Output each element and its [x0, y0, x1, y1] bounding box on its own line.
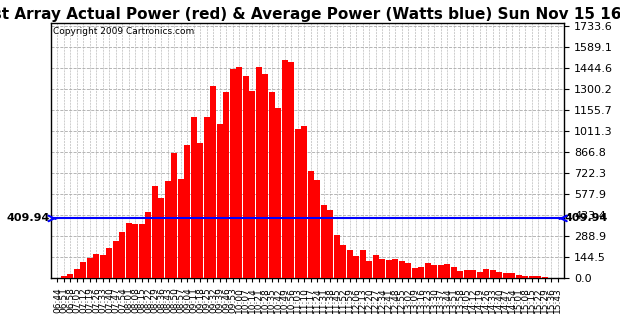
Bar [107, 248, 112, 278]
Bar [159, 198, 164, 278]
Bar [542, 277, 548, 278]
Bar [438, 265, 444, 278]
Bar [392, 259, 399, 278]
Title: West Array Actual Power (red) & Average Power (Watts blue) Sun Nov 15 16:18: West Array Actual Power (red) & Average … [0, 7, 620, 22]
Bar [100, 255, 106, 278]
Bar [230, 69, 236, 278]
Bar [471, 269, 476, 278]
Bar [68, 274, 73, 278]
Bar [301, 125, 308, 278]
Bar [484, 269, 489, 278]
Bar [178, 180, 184, 278]
Bar [386, 260, 392, 278]
Text: 409.94: 409.94 [565, 213, 608, 223]
Bar [217, 124, 223, 278]
Bar [373, 255, 379, 278]
Bar [133, 224, 138, 278]
Bar [425, 263, 431, 278]
Bar [204, 117, 210, 278]
Bar [379, 260, 386, 278]
Text: Copyright 2009 Cartronics.com: Copyright 2009 Cartronics.com [53, 27, 195, 36]
Bar [146, 212, 151, 278]
Bar [497, 272, 502, 278]
Bar [282, 60, 288, 278]
Bar [405, 263, 411, 278]
Bar [61, 276, 67, 278]
Bar [529, 276, 535, 278]
Bar [516, 275, 522, 278]
Bar [353, 256, 360, 278]
Bar [236, 67, 242, 278]
Bar [295, 129, 301, 278]
Bar [171, 153, 177, 278]
Bar [243, 76, 249, 278]
Bar [535, 276, 541, 278]
Bar [412, 268, 418, 278]
Bar [477, 272, 483, 278]
Bar [327, 210, 334, 278]
Bar [510, 273, 515, 278]
Bar [321, 204, 327, 278]
Bar [464, 270, 470, 278]
Bar [366, 260, 373, 278]
Bar [184, 145, 190, 278]
Bar [490, 270, 496, 278]
Bar [165, 181, 171, 278]
Bar [81, 262, 86, 278]
Bar [288, 61, 294, 278]
Bar [269, 92, 275, 278]
Bar [418, 268, 424, 278]
Bar [210, 86, 216, 278]
Bar [126, 223, 132, 278]
Bar [432, 265, 437, 278]
Bar [256, 67, 262, 278]
Bar [113, 241, 119, 278]
Bar [445, 264, 450, 278]
Bar [152, 186, 158, 278]
Bar [399, 261, 405, 278]
Bar [314, 180, 321, 278]
Bar [334, 235, 340, 278]
Bar [249, 91, 255, 278]
Bar [262, 74, 268, 278]
Bar [458, 271, 463, 278]
Bar [74, 269, 80, 278]
Bar [523, 276, 528, 278]
Bar [87, 258, 93, 278]
Bar [347, 250, 353, 278]
Bar [191, 117, 197, 278]
Bar [120, 232, 125, 278]
Bar [308, 171, 314, 278]
Bar [197, 143, 203, 278]
Bar [340, 245, 347, 278]
Bar [275, 108, 281, 278]
Bar [223, 92, 229, 278]
Bar [94, 254, 99, 278]
Bar [360, 250, 366, 278]
Text: 409.94: 409.94 [7, 213, 50, 223]
Bar [139, 224, 145, 278]
Bar [503, 273, 509, 278]
Bar [451, 267, 457, 278]
